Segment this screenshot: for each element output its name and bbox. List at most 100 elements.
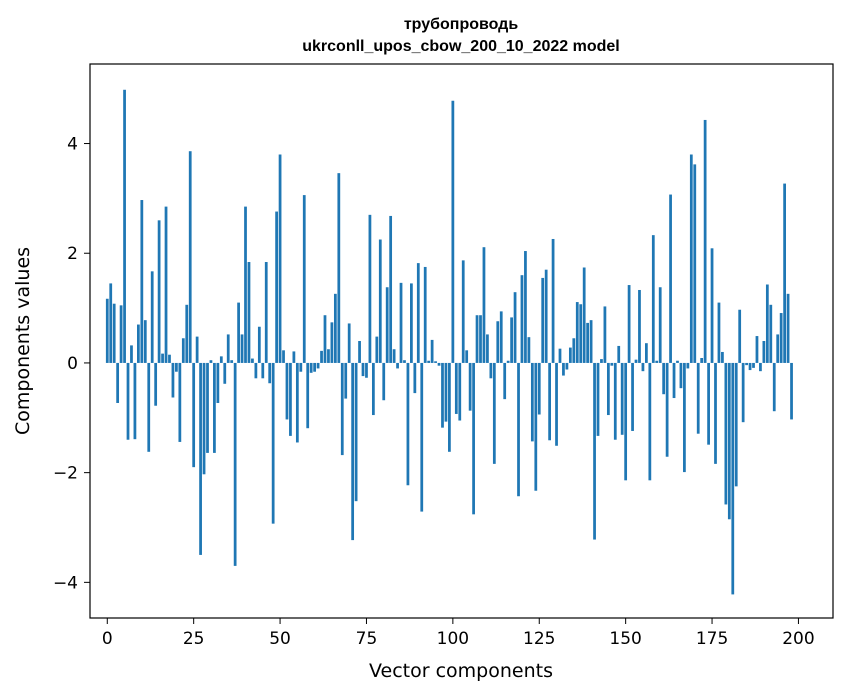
bar-50 [278, 154, 282, 363]
bar-156 [645, 343, 648, 363]
bar-88 [410, 283, 413, 363]
bar-107 [475, 315, 479, 363]
bar-79 [378, 239, 382, 363]
bar-161 [662, 362, 666, 395]
bar-174 [707, 362, 710, 445]
bar-150 [624, 362, 628, 481]
bar-18 [168, 354, 171, 363]
bar-8 [133, 362, 137, 440]
y-tick-label: −4 [53, 573, 78, 593]
x-tick-label: 125 [523, 629, 555, 649]
bar-168 [686, 362, 690, 369]
bar-15 [157, 220, 161, 363]
bar-125 [537, 362, 541, 415]
bar-132 [562, 362, 565, 376]
bar-148 [617, 345, 621, 363]
bar-80 [382, 362, 386, 401]
x-axis-label: Vector components [369, 660, 553, 682]
bar-64 [327, 349, 330, 363]
x-tick-label: 100 [437, 629, 469, 649]
x-tick-label: 50 [269, 629, 291, 649]
bar-188 [755, 336, 759, 363]
bar-78 [375, 336, 379, 363]
bar-198 [790, 362, 793, 420]
bar-83 [392, 349, 396, 363]
bar-24 [188, 151, 192, 363]
bar-194 [776, 334, 780, 363]
bar-106 [472, 362, 475, 515]
bar-102 [458, 362, 462, 421]
bar-109 [482, 247, 486, 363]
bar-94 [430, 339, 434, 363]
bar-120 [520, 275, 524, 363]
bar-179 [724, 362, 728, 505]
bar-71 [351, 362, 355, 541]
bar-1 [109, 283, 113, 363]
bar-30 [209, 360, 213, 363]
bar-105 [468, 362, 472, 411]
bar-131 [558, 348, 562, 363]
bar-53 [289, 362, 292, 436]
bar-76 [368, 214, 372, 363]
x-axis: 0 25 50 75 100 125 150 175 200 [102, 618, 815, 649]
bar-144 [603, 306, 607, 363]
bar-136 [575, 302, 579, 363]
bar-92 [423, 266, 427, 363]
bar-89 [413, 362, 417, 394]
bar-185 [745, 362, 748, 366]
bar-115 [503, 362, 507, 400]
bar-195 [779, 313, 783, 363]
bar-34 [223, 362, 227, 384]
bar-154 [638, 289, 641, 363]
chart-title: трубопроводь [404, 16, 519, 33]
bar-190 [762, 341, 766, 363]
bars-group [105, 89, 793, 595]
bar-128 [548, 362, 551, 441]
bar-124 [534, 362, 538, 491]
bar-51 [282, 350, 285, 363]
bar-7 [130, 345, 133, 363]
x-tick-label: 200 [782, 629, 814, 649]
bar-33 [219, 356, 223, 363]
bar-42 [251, 358, 254, 363]
y-tick-label: −2 [53, 464, 78, 484]
bar-116 [506, 360, 510, 363]
bar-28 [202, 362, 206, 475]
bar-172 [700, 358, 704, 363]
bar-39 [240, 334, 244, 363]
bar-68 [340, 362, 344, 456]
bar-171 [696, 362, 700, 434]
bar-48 [271, 362, 275, 524]
bar-129 [551, 238, 555, 363]
bar-49 [275, 211, 278, 363]
bar-137 [579, 304, 583, 363]
bar-155 [641, 362, 645, 372]
bar-135 [572, 338, 576, 363]
bar-14 [154, 362, 158, 406]
bar-31 [213, 362, 216, 453]
chart-subtitle: ukrconll_upos_cbow_200_10_2022 model [302, 38, 619, 55]
bar-181 [731, 362, 735, 595]
bar-99 [448, 362, 451, 452]
y-axis-label: Components values [12, 247, 34, 435]
bar-121 [524, 251, 527, 363]
bar-44 [257, 326, 261, 363]
bar-93 [427, 360, 431, 363]
bar-67 [337, 173, 341, 363]
bar-176 [714, 362, 717, 464]
bar-141 [593, 362, 596, 540]
bar-90 [416, 263, 420, 363]
bar-22 [181, 338, 185, 363]
x-tick-label: 150 [609, 629, 641, 649]
bar-118 [513, 292, 517, 363]
bar-100 [451, 100, 455, 363]
bar-13 [150, 271, 154, 363]
bar-65 [330, 322, 334, 363]
x-tick-label: 75 [356, 629, 378, 649]
plot-frame [89, 63, 834, 619]
bar-130 [555, 362, 558, 446]
bar-91 [420, 362, 424, 512]
bar-103 [461, 260, 465, 363]
bar-119 [517, 362, 520, 497]
bar-62 [320, 350, 323, 363]
